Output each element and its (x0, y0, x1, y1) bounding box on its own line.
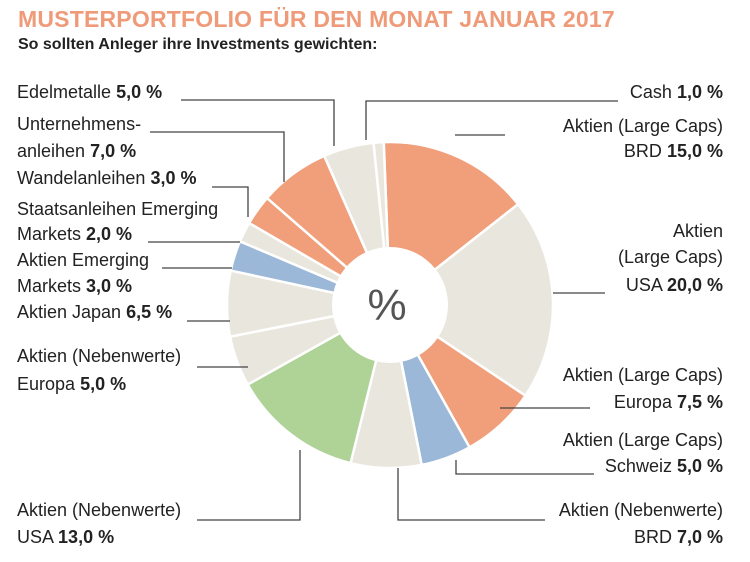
slice-value-label: 5,0 % (116, 82, 162, 102)
slice-label-line: Markets (17, 224, 81, 244)
slice-label-line: Aktien (Nebenwerte) (559, 500, 723, 520)
leader-line-12 (150, 131, 285, 182)
leader-line-5 (397, 468, 545, 521)
leader-line-14 (365, 100, 618, 140)
slice-label-8: Aktien Japan 6,5 % (17, 302, 172, 322)
slice-value-label: 15,0 % (667, 141, 723, 161)
slice-label-7: Aktien (Nebenwerte) Europa 5,0 % (17, 346, 181, 394)
slice-label-10: Staatsanleihen Emerging Markets 2,0 % (17, 199, 218, 244)
slice-label-line: USA (626, 275, 663, 295)
slice-label-1: Aktien (Large Caps) BRD 15,0 % (563, 116, 723, 161)
slice-value-label: 6,5 % (126, 302, 172, 322)
leader-lines-group (148, 99, 618, 521)
slice-label-12: Unternehmens-anleihen 7,0 % (17, 114, 141, 161)
slice-label-line: Aktien (Large Caps) (563, 365, 723, 385)
slice-value-label: 7,0 % (677, 527, 723, 547)
slice-label-2: Aktien (Large Caps) USA 20,0 % (618, 221, 723, 295)
slice-label-line: Aktien Emerging (17, 250, 149, 270)
slice-label-line: USA (17, 527, 54, 547)
slice-label-line: Schweiz (605, 456, 672, 476)
slice-2 (387, 202, 555, 398)
slice-label-line: Staatsanleihen Emerging (17, 199, 218, 219)
slice-value-label: 5,0 % (677, 456, 723, 476)
slice-label-5: Aktien (Nebenwerte) BRD 7,0 % (559, 500, 723, 547)
chart-subtitle: So sollten Anleger ihre Investments gewi… (18, 36, 378, 53)
slice-label-line: Aktien (673, 221, 723, 241)
slice-label-line: Aktien (Large Caps) (563, 116, 723, 136)
slice-label-11: Wandelanleihen 3,0 % (17, 168, 196, 188)
slice-label-line: (Large Caps) (618, 247, 723, 267)
leader-line-11 (212, 186, 249, 217)
slice-label-9: Aktien Emerging Markets 3,0 % (17, 250, 149, 296)
slice-value-label: 20,0 % (667, 275, 723, 295)
slice-label-line: Aktien (Nebenwerte) (17, 346, 181, 366)
slice-value-label: 3,0 % (150, 168, 196, 188)
slice-label-13: Edelmetalle 5,0 % (17, 82, 162, 102)
slice-label-line: Aktien (Large Caps) (563, 430, 723, 450)
slice-label-line: Wandelanleihen (17, 168, 145, 188)
slice-label-line: Europa (17, 374, 76, 394)
slice-label-line: BRD (624, 141, 662, 161)
center-percent-symbol: % (367, 281, 406, 330)
slice-value-label: 7,5 % (677, 392, 723, 412)
donut-hole (332, 247, 448, 363)
leader-line-4 (455, 460, 594, 475)
slice-value-label: 1,0 % (677, 82, 723, 102)
slice-label-6: Aktien (Nebenwerte) USA 13,0 % (17, 500, 181, 547)
chart-title: MUSTERPORTFOLIO FÜR DEN MONAT JANUAR 201… (18, 6, 615, 32)
slice-label-3: Aktien (Large Caps) Europa 7,5 % (563, 365, 723, 412)
slice-value-label: 3,0 % (86, 276, 132, 296)
slice-label-line: anleihen (17, 141, 85, 161)
slice-value-label: 5,0 % (80, 374, 126, 394)
leader-line-13 (181, 99, 335, 146)
slice-label-line: Aktien (Nebenwerte) (17, 500, 181, 520)
leader-line-6 (197, 450, 301, 521)
slice-label-14: Cash 1,0 % (630, 82, 723, 102)
labels-group: Aktien (Large Caps) BRD 15,0 % Aktien (Larg… (17, 82, 723, 547)
slice-label-line: Markets (17, 276, 81, 296)
slice-value-label: 7,0 % (90, 141, 136, 161)
slice-value-label: 13,0 % (58, 527, 114, 547)
slice-label-line: Edelmetalle (17, 82, 111, 102)
slice-label-line: Europa (614, 392, 673, 412)
slice-label-line: Cash (630, 82, 672, 102)
slice-value-label: 2,0 % (86, 224, 132, 244)
slice-label-line: Unternehmens- (17, 114, 141, 134)
slice-label-line: Aktien Japan (17, 302, 121, 322)
slice-label-line: BRD (634, 527, 672, 547)
slice-label-4: Aktien (Large Caps) Schweiz 5,0 % (563, 430, 723, 476)
